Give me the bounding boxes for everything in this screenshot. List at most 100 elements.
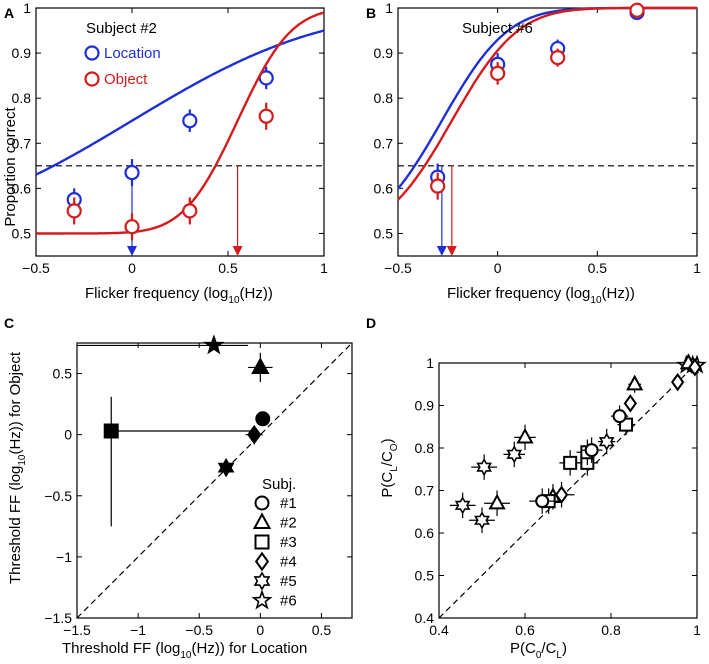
- panel-b-xtick-label: −0.5: [384, 260, 412, 276]
- panel-d-xlabel: P(C0/CL): [510, 640, 567, 661]
- panel-d-ytick-label: 0.5: [415, 568, 435, 584]
- panel-c-ytick-label: 0.5: [53, 366, 73, 382]
- panel-d-ylabel-mid: /C: [379, 451, 396, 466]
- panel-a-ytick-label: 1: [23, 0, 31, 16]
- panel-c-point-hexagram-marker: [217, 457, 235, 478]
- panel-a-ytick-label: 0.9: [12, 45, 32, 61]
- panel-d-xtick-label: 0.8: [601, 622, 621, 638]
- panel-c-legend-label: #2: [280, 515, 297, 532]
- panel-d-ylabel-sub1: L: [389, 466, 400, 472]
- panel-c-legend-title: Subj.: [262, 476, 296, 493]
- panel-c-xtick-label: −1: [130, 622, 146, 638]
- panel-a-point-object: [182, 203, 198, 219]
- panel-a-xtick-label: 1: [320, 260, 328, 276]
- panel-a-xtick-label: 0: [128, 260, 136, 276]
- panel-a-legend-location-label: Location: [104, 45, 161, 62]
- panel-a-chart: −0.5 0 0.5 1 0.5 0.6 0.7 0.8 0.9 1: [12, 0, 329, 276]
- panel-c-ylabel-main: Threshold FF (log: [7, 466, 24, 584]
- panel-d-point-circle-marker: [612, 409, 627, 424]
- panel-b-fit-location: [397, 6, 697, 190]
- panel-c-ylabel-tail: (Hz)) for Object: [7, 351, 24, 454]
- panel-b-chart: −0.5 0 0.5 1 0.5 0.6 0.7 0.8 0.9 1: [374, 0, 702, 276]
- panel-b-title: Subject #6: [462, 20, 533, 37]
- panel-letter-b: B: [366, 5, 376, 21]
- panel-c-legend-square-marker: [254, 534, 270, 550]
- panel-c-xtick-label: −0.5: [185, 622, 213, 638]
- panel-b-point-object: [629, 2, 645, 18]
- panel-d-point-triangle-marker: [626, 374, 644, 391]
- panel-a-ytick-label: 0.7: [12, 135, 32, 151]
- panel-c-ytick-label: −1.5: [44, 610, 72, 626]
- panel-a-threshold-arrow-object: [232, 246, 243, 256]
- panel-a-legend-object-label: Object: [104, 71, 148, 88]
- panel-c-xlabel-main: Threshold FF (log: [62, 640, 180, 657]
- panel-d-xtick-label: 0.4: [429, 622, 449, 638]
- panel-a-threshold-arrow-location: [127, 246, 137, 256]
- panel-a-axes-box: [35, 7, 325, 257]
- panel-a-legend-object-marker: [84, 71, 100, 87]
- panel-d-chart: 0.4 0.6 0.8 1 0.4 0.5 0.6 0.7 0.8 0.9 1: [415, 353, 708, 638]
- panel-c-legend-hexagram-marker: [253, 571, 271, 591]
- panel-d-point-hexagram-marker: [454, 496, 471, 515]
- panel-b-xlabel: Flicker frequency (log10(Hz)): [447, 285, 635, 306]
- panel-c-legend-label: #3: [280, 534, 297, 551]
- panel-c-point-circle-marker: [255, 411, 271, 427]
- panel-c-ytick-label: −1: [56, 549, 72, 565]
- panel-d-point-diamond-marker: [688, 358, 702, 377]
- panel-d-point-diamond-marker: [623, 394, 637, 413]
- panel-d-diagonal: [438, 362, 698, 619]
- panel-a-ytick-label: 0.6: [12, 180, 32, 196]
- panel-b-xtick-label: 1: [693, 260, 701, 276]
- panel-b-threshold-arrow-object: [446, 246, 457, 256]
- panel-letter-a: A: [4, 5, 14, 21]
- panel-c-legend-label: #6: [280, 593, 297, 610]
- panel-c-xtick-label: 0: [256, 622, 264, 638]
- panel-d-point-triangle-marker: [488, 493, 506, 510]
- panel-c-point-star-marker: [203, 334, 225, 355]
- panel-d-point-triangle-marker: [516, 427, 534, 444]
- panel-c-legend-diamond-marker: [254, 551, 270, 572]
- panel-a-point-object: [124, 219, 140, 235]
- panel-c-point-diamond-marker: [247, 424, 262, 445]
- panel-d-point-diamond-marker: [554, 485, 569, 504]
- panel-c-ytick-label: 0: [64, 427, 72, 443]
- panel-d-point-square-marker: [563, 455, 578, 470]
- panel-d-ytick-label: 1: [426, 355, 434, 371]
- panel-c-xlabel-sub: 10: [180, 650, 192, 661]
- panel-d-ylabel-sub2: O: [389, 443, 400, 451]
- panel-d-ytick-label: 0.4: [415, 610, 435, 626]
- panel-d-xlabel-sub1: 0: [536, 650, 542, 661]
- panel-b-threshold-arrow-location: [436, 246, 447, 256]
- panel-c-diagonal: [76, 342, 353, 619]
- panel-a-fit-object: [36, 11, 325, 235]
- panel-b-ytick-label: 0.6: [374, 180, 394, 196]
- panel-a-xlabel: Flicker frequency (log10(Hz)): [85, 285, 273, 306]
- panel-a-xlabel-main: Flicker frequency (log: [85, 285, 228, 302]
- panel-d-point-diamond-marker: [671, 372, 685, 392]
- panel-d-ylabel-main: P(C: [379, 472, 396, 498]
- panel-b-xtick-label: 0: [494, 260, 502, 276]
- panel-d-ylabel-tail: ): [379, 438, 396, 443]
- panel-b-point-object: [490, 65, 506, 81]
- panel-d-point-circle-marker: [584, 443, 599, 458]
- panel-a-point-location: [124, 164, 140, 181]
- panel-d-xtick-label: 1: [693, 622, 701, 638]
- panel-d-xlabel-main: P(C: [510, 640, 536, 657]
- panel-b-point-object: [550, 49, 566, 66]
- panel-d-ytick-label: 0.9: [415, 398, 435, 414]
- panel-c-ylabel: Threshold FF (log10(Hz)) for Object: [7, 351, 28, 584]
- panel-a-ytick-label: 0.8: [12, 90, 32, 106]
- panel-c-legend-triangle-marker: [252, 512, 272, 530]
- panel-b-ytick-label: 0.8: [374, 90, 394, 106]
- panel-d-point-hexagram-marker: [506, 445, 523, 464]
- panel-a-point-object: [66, 203, 82, 219]
- panel-c-ytick-label: −0.5: [44, 488, 72, 504]
- panel-a-legend-location-marker: [84, 45, 100, 61]
- panel-c-point-square-marker: [103, 423, 119, 439]
- panel-a-xlabel-tail: (Hz)): [240, 285, 273, 302]
- panel-c-xlabel: Threshold FF (log10(Hz)) for Location: [62, 640, 307, 661]
- panel-d-point-hexagram-marker: [598, 432, 615, 451]
- panel-c-point-triangle-marker: [251, 357, 270, 374]
- panel-d-xtick-label: 0.6: [515, 622, 535, 638]
